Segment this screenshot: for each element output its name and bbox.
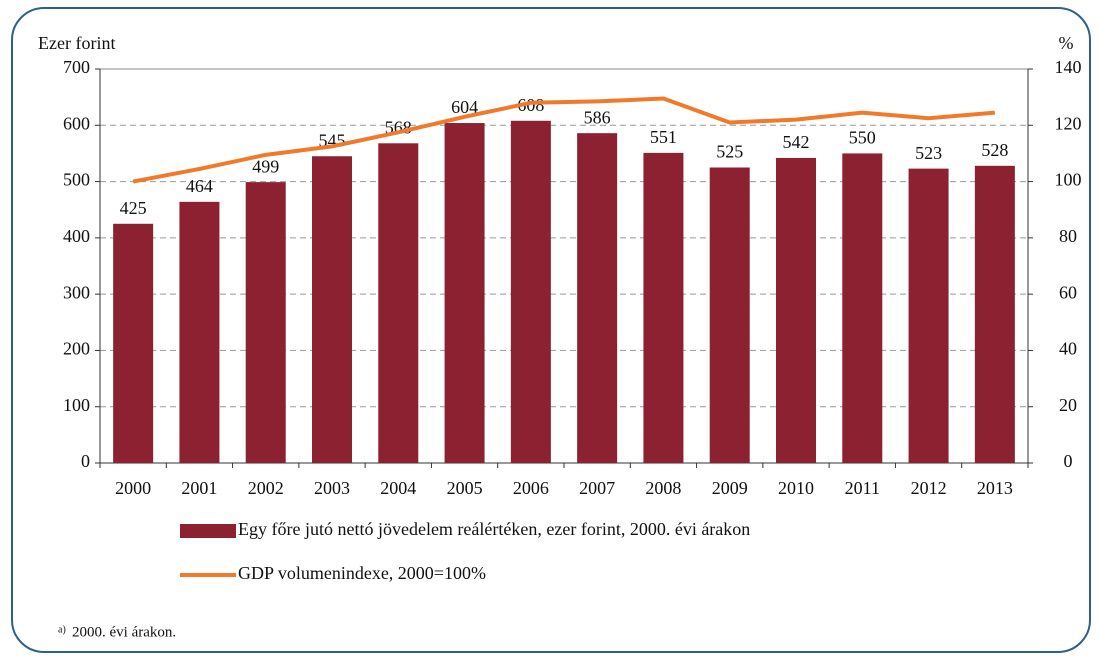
x-tick-label: 2006 (513, 478, 549, 498)
y2-tick-label: 0 (1064, 451, 1073, 471)
data-label: 525 (716, 142, 743, 162)
bar (974, 165, 1015, 463)
data-label: 425 (120, 198, 147, 218)
x-tick-label: 2000 (115, 478, 151, 498)
data-label: 608 (517, 95, 544, 115)
data-label: 523 (915, 143, 942, 163)
bar (709, 167, 750, 463)
data-label: 528 (981, 140, 1008, 160)
x-tick-label: 2008 (645, 478, 681, 498)
footnote: 2000. évi árakon. (72, 624, 176, 640)
y2-tick-label: 120 (1055, 113, 1082, 133)
bar (113, 223, 154, 463)
line (132, 96, 996, 184)
x-tick-label: 2010 (778, 478, 814, 498)
y-tick-label: 400 (63, 226, 90, 246)
y-tick-label: 700 (63, 57, 90, 77)
frame (11, 7, 1091, 653)
x-tick-label: 2007 (579, 478, 615, 498)
x-tick-label: 2011 (845, 478, 880, 498)
x-tick-label: 2013 (977, 478, 1013, 498)
x-tick-label: 2003 (314, 478, 350, 498)
bar (378, 143, 419, 463)
y2-tick-label: 100 (1055, 170, 1082, 190)
data-label: 586 (584, 107, 611, 127)
x-tick-label: 2012 (911, 478, 947, 498)
x-tick-label: 2009 (712, 478, 748, 498)
y2-tick-label: 140 (1055, 57, 1082, 77)
y2-tick-label: 80 (1059, 226, 1077, 246)
bar (776, 157, 816, 463)
y2-tick-label: 20 (1059, 395, 1077, 415)
y2-tick-label: 40 (1059, 339, 1077, 359)
data-label: 550 (849, 128, 876, 148)
y-tick-label: 200 (63, 339, 90, 359)
data-label: 542 (783, 132, 810, 152)
legend-swatch (180, 524, 236, 538)
x-tick-label: 2001 (181, 478, 217, 498)
data-label: 499 (252, 156, 279, 176)
y2-axis-label: % (1059, 33, 1074, 53)
y-tick-label: 300 (63, 282, 90, 302)
y2-tick-label: 60 (1059, 282, 1077, 302)
bar (577, 133, 618, 463)
x-tick-label: 2002 (248, 478, 284, 498)
x-tick-label: 2004 (380, 478, 416, 498)
bar (908, 168, 949, 463)
bar (245, 182, 286, 464)
bar (312, 156, 352, 463)
data-label: 604 (451, 97, 478, 117)
data-label: 551 (650, 127, 677, 147)
legend-label: Egy főre jutó nettó jövedelem reálértéke… (238, 519, 750, 539)
legend-label: GDP volumenindexe, 2000=100% (238, 563, 486, 583)
y-tick-label: 0 (81, 451, 90, 471)
y-tick-label: 500 (63, 170, 90, 190)
y-tick-label: 600 (63, 113, 90, 133)
footnote-marker: a) (58, 624, 66, 635)
bar (643, 152, 684, 463)
bar (444, 123, 485, 463)
bar (510, 120, 551, 463)
y-tick-label: 100 (63, 395, 90, 415)
bar (179, 201, 220, 463)
x-tick-label: 2005 (447, 478, 483, 498)
data-label: 464 (186, 176, 213, 196)
bar (842, 153, 883, 463)
y-axis-label: Ezer forint (38, 33, 115, 53)
